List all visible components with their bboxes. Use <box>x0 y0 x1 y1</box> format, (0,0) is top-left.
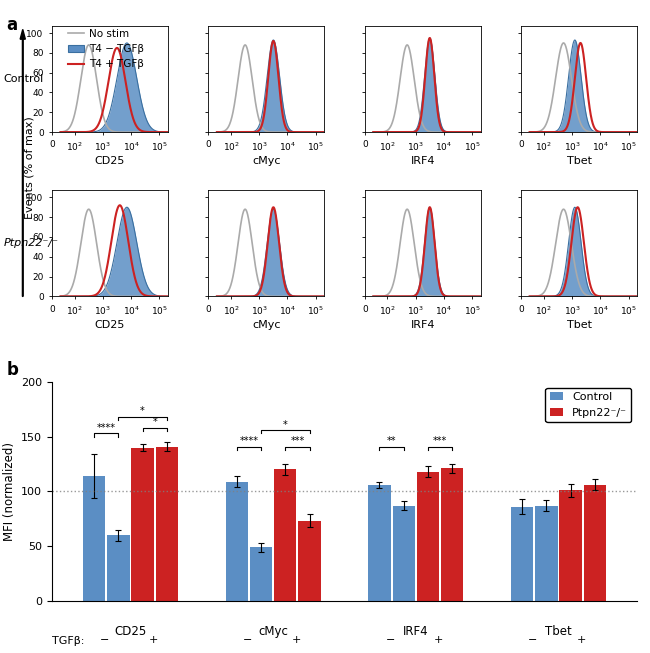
Text: b: b <box>6 362 18 379</box>
X-axis label: CD25: CD25 <box>95 155 125 166</box>
Legend: No stim, T4 − TGFβ, T4 + TGFβ: No stim, T4 − TGFβ, T4 + TGFβ <box>64 25 148 74</box>
Y-axis label: MFI (normalized): MFI (normalized) <box>3 442 16 541</box>
Bar <box>131 447 154 601</box>
Bar <box>83 476 105 601</box>
Text: +: + <box>291 635 301 645</box>
X-axis label: cMyc: cMyc <box>252 155 281 166</box>
Text: ***: *** <box>291 436 305 446</box>
Text: Events (% of max): Events (% of max) <box>24 116 34 219</box>
Text: −: − <box>243 635 252 645</box>
Text: a: a <box>6 16 18 35</box>
Legend: Control, Ptpn22⁻/⁻: Control, Ptpn22⁻/⁻ <box>545 387 631 422</box>
Text: *: * <box>283 420 288 430</box>
Bar <box>441 468 463 601</box>
Text: ***: *** <box>433 436 447 446</box>
X-axis label: Tbet: Tbet <box>567 155 592 166</box>
Text: ****: **** <box>239 436 259 446</box>
Bar <box>274 470 296 601</box>
Bar <box>584 485 606 601</box>
X-axis label: IRF4: IRF4 <box>410 320 435 330</box>
Text: ****: **** <box>97 423 116 433</box>
X-axis label: Tbet: Tbet <box>567 320 592 330</box>
X-axis label: cMyc: cMyc <box>252 320 281 330</box>
Bar <box>156 447 178 601</box>
Bar <box>393 505 415 601</box>
Text: −: − <box>385 635 395 645</box>
Text: −: − <box>528 635 538 645</box>
Bar <box>511 507 533 601</box>
Text: *: * <box>140 406 145 417</box>
Text: Control: Control <box>3 74 44 84</box>
X-axis label: IRF4: IRF4 <box>410 155 435 166</box>
Text: +: + <box>149 635 158 645</box>
Text: *: * <box>152 417 157 427</box>
Text: TGFβ:: TGFβ: <box>52 636 84 646</box>
Bar <box>298 521 320 601</box>
Bar <box>417 471 439 601</box>
Text: +: + <box>577 635 586 645</box>
Bar <box>369 485 391 601</box>
Text: −: − <box>100 635 109 645</box>
Bar <box>107 535 129 601</box>
X-axis label: CD25: CD25 <box>95 320 125 330</box>
Text: Ptpn22⁻/⁻: Ptpn22⁻/⁻ <box>3 238 58 248</box>
Text: +: + <box>434 635 443 645</box>
Bar <box>250 547 272 601</box>
Text: **: ** <box>387 436 396 446</box>
Bar <box>226 481 248 601</box>
Bar <box>560 490 582 601</box>
Bar <box>535 505 558 601</box>
